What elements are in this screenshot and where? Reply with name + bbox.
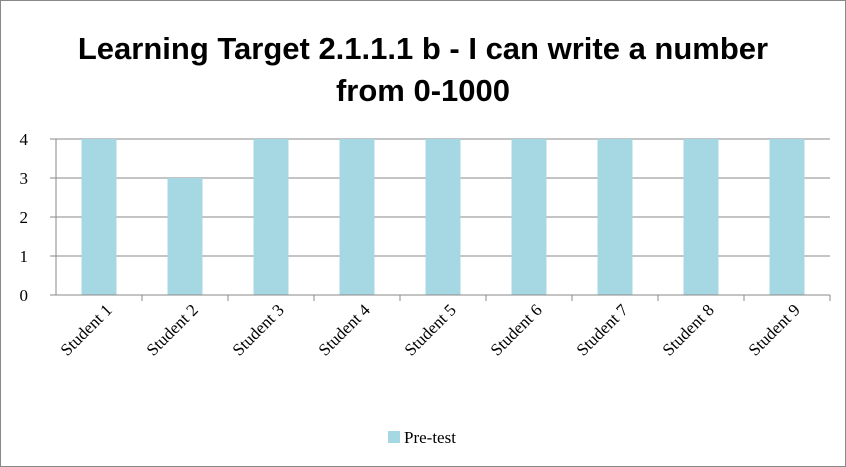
chart-title: Learning Target 2.1.1.1 b - I can write … [77,31,769,108]
legend-label: Pre-test [404,428,456,447]
y-tick-label: 0 [20,286,29,305]
y-tick-label: 2 [20,208,29,227]
bar [339,139,375,295]
y-tick-label: 4 [20,130,29,149]
bar [167,178,203,295]
bar [425,139,461,295]
bar [769,139,805,295]
bar [597,139,633,295]
legend-swatch [388,431,400,443]
bar [81,139,117,295]
bar [253,139,289,295]
bar [683,139,719,295]
y-tick-label: 1 [20,247,29,266]
bar [511,139,547,295]
y-tick-label: 3 [20,169,29,188]
